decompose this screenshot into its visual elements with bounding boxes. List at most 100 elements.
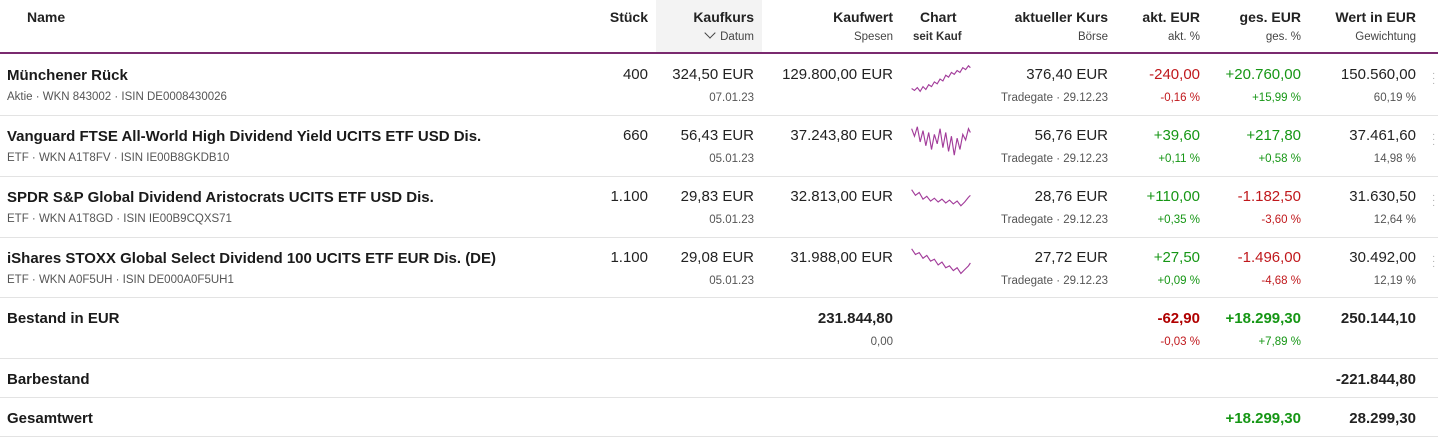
position-wert: 30.492,00 xyxy=(1349,249,1416,266)
position-kurs: 28,76 EUR xyxy=(1034,188,1108,205)
position-gewichtung: 12,64 % xyxy=(1373,214,1416,226)
position-datum: 07.01.23 xyxy=(709,92,754,104)
position-ges-pct: -3,60 % xyxy=(1261,214,1301,226)
position-datum: 05.01.23 xyxy=(709,153,754,165)
position-stueck: 660 xyxy=(622,127,648,144)
position-meta: ETF · WKN A0F5UH · ISIN DE000A0F5UH1 xyxy=(7,274,234,286)
row-divider xyxy=(0,358,1438,359)
position-name-link[interactable]: iShares STOXX Global Select Dividend 100… xyxy=(7,250,497,267)
position-wert: 37.461,60 xyxy=(1349,127,1416,144)
row-divider xyxy=(0,237,1438,238)
col-header-datum-label: Datum xyxy=(720,31,754,43)
col-header-aktueller-kurs[interactable]: aktueller Kurs xyxy=(1014,9,1108,25)
col-header-chart[interactable]: Chart xyxy=(920,9,957,25)
row-divider xyxy=(0,176,1438,177)
row-menu-icon[interactable]: · · · xyxy=(1432,68,1436,89)
position-akt-eur: +110,00 xyxy=(1146,188,1200,205)
gesamt-label: Gesamtwert xyxy=(7,410,93,427)
position-kaufkurs: 29,08 EUR xyxy=(680,249,754,266)
sparkline-chart[interactable] xyxy=(909,62,973,98)
position-stueck: 1.100 xyxy=(610,249,648,266)
position-gewichtung: 12,19 % xyxy=(1373,275,1416,287)
sparkline-path xyxy=(911,64,971,93)
col-header-spesen[interactable]: Spesen xyxy=(853,31,893,43)
col-header-boerse[interactable]: Börse xyxy=(1077,31,1108,43)
position-kurs: 27,72 EUR xyxy=(1034,249,1108,266)
col-header-akt-pct[interactable]: akt. % xyxy=(1168,31,1200,43)
position-ges-eur: +20.760,00 xyxy=(1225,66,1302,83)
bestand-akt-eur: -62,90 xyxy=(1157,310,1200,327)
row-divider xyxy=(0,297,1438,298)
position-akt-pct: +0,11 % xyxy=(1158,153,1200,165)
row-menu-icon[interactable]: · · · xyxy=(1432,251,1436,272)
gesamt-wert: 28.299,30 xyxy=(1349,410,1416,427)
position-kaufkurs: 56,43 EUR xyxy=(680,127,754,144)
header-divider xyxy=(0,52,1438,54)
bestand-ges-pct: +7,89 % xyxy=(1258,336,1301,348)
row-divider xyxy=(0,436,1438,437)
position-akt-pct: +0,35 % xyxy=(1157,214,1200,226)
position-boerse: Tradegate · 29.12.23 xyxy=(1001,214,1108,226)
position-kaufkurs: 324,50 EUR xyxy=(672,66,754,83)
row-menu-icon[interactable]: · · · xyxy=(1432,129,1436,150)
position-kaufkurs: 29,83 EUR xyxy=(680,188,754,205)
position-meta: ETF · WKN A1T8GD · ISIN IE00B9CQXS71 xyxy=(7,213,232,225)
bestand-wert: 250.144,10 xyxy=(1340,310,1416,327)
barbestand-label: Barbestand xyxy=(7,371,90,388)
bestand-akt-pct: -0,03 % xyxy=(1160,336,1200,348)
bestand-kaufwert: 231.844,80 xyxy=(817,310,893,327)
sparkline-chart[interactable] xyxy=(909,245,973,281)
position-boerse: Tradegate · 29.12.23 xyxy=(1001,92,1108,104)
position-akt-pct: +0,09 % xyxy=(1157,275,1200,287)
col-header-datum[interactable]: Datum xyxy=(704,27,754,43)
sparkline-path xyxy=(911,189,971,207)
position-datum: 05.01.23 xyxy=(709,275,754,287)
position-ges-eur: -1.496,00 xyxy=(1237,249,1301,266)
position-boerse: Tradegate · 29.12.23 xyxy=(1001,275,1108,287)
position-datum: 05.01.23 xyxy=(709,214,754,226)
row-menu-icon[interactable]: · · · xyxy=(1432,190,1436,211)
position-gewichtung: 14,98 % xyxy=(1373,153,1416,165)
position-boerse: Tradegate · 29.12.23 xyxy=(1001,153,1108,165)
col-header-akt-eur[interactable]: akt. EUR xyxy=(1142,9,1200,25)
position-stueck: 400 xyxy=(622,66,648,83)
position-ges-pct: -4,68 % xyxy=(1261,275,1301,287)
bestand-ges-eur: +18.299,30 xyxy=(1225,310,1302,327)
sparkline-path xyxy=(911,248,971,275)
col-header-kaufwert[interactable]: Kaufwert xyxy=(833,9,893,25)
gesamt-ges-eur: +18.299,30 xyxy=(1225,410,1302,427)
barbestand-wert: -221.844,80 xyxy=(1335,371,1416,388)
col-header-ges-eur[interactable]: ges. EUR xyxy=(1239,9,1301,25)
position-akt-eur: +27,50 xyxy=(1153,249,1200,266)
position-ges-eur: -1.182,50 xyxy=(1237,188,1301,205)
position-kaufwert: 37.243,80 EUR xyxy=(790,127,893,144)
position-gewichtung: 60,19 % xyxy=(1373,92,1416,104)
position-name-link[interactable]: Münchener Rück xyxy=(7,67,128,84)
position-meta: ETF · WKN A1T8FV · ISIN IE00B8GKDB10 xyxy=(7,152,230,164)
position-kaufwert: 32.813,00 EUR xyxy=(790,188,893,205)
position-stueck: 1.100 xyxy=(610,188,648,205)
position-meta: Aktie · WKN 843002 · ISIN DE0008430026 xyxy=(7,91,227,103)
col-header-stueck[interactable]: Stück xyxy=(609,9,648,25)
col-header-gewichtung[interactable]: Gewichtung xyxy=(1355,31,1416,43)
position-ges-pct: +15,99 % xyxy=(1252,92,1301,104)
position-wert: 150.560,00 xyxy=(1340,66,1416,83)
sorted-column-highlight xyxy=(656,0,762,53)
position-ges-pct: +0,58 % xyxy=(1258,153,1301,165)
col-header-wert[interactable]: Wert in EUR xyxy=(1335,9,1416,25)
position-wert: 31.630,50 xyxy=(1349,188,1416,205)
sparkline-chart[interactable] xyxy=(909,184,973,220)
position-akt-pct: -0,16 % xyxy=(1160,92,1200,104)
position-kurs: 56,76 EUR xyxy=(1034,127,1108,144)
bestand-label: Bestand in EUR xyxy=(7,310,120,327)
col-header-name[interactable]: Name xyxy=(27,9,66,25)
col-header-seit-kauf[interactable]: seit Kauf xyxy=(913,31,962,43)
position-name-link[interactable]: SPDR S&P Global Dividend Aristocrats UCI… xyxy=(7,189,434,206)
col-header-kaufkurs[interactable]: Kaufkurs xyxy=(693,9,754,25)
position-name-link[interactable]: Vanguard FTSE All-World High Dividend Yi… xyxy=(7,128,482,145)
col-header-ges-pct[interactable]: ges. % xyxy=(1265,31,1301,43)
position-akt-eur: -240,00 xyxy=(1149,66,1200,83)
position-ges-eur: +217,80 xyxy=(1246,127,1301,144)
sparkline-chart[interactable] xyxy=(909,123,973,159)
row-divider xyxy=(0,115,1438,116)
